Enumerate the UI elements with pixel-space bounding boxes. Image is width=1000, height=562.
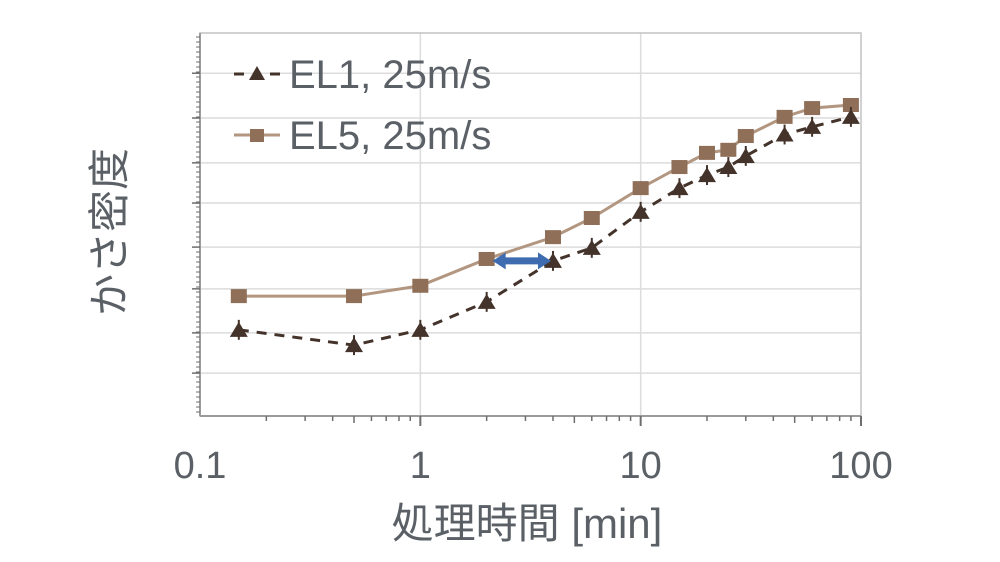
- time-shift-arrow-annotation: [492, 252, 551, 270]
- el1-dashed-triangle-marker-icon: [234, 61, 280, 90]
- el5-solid-square-marker-icon: [234, 122, 280, 151]
- el1-series: [229, 106, 860, 356]
- x-tick-label: 10: [619, 445, 662, 487]
- x-tick-label: 0.1: [173, 445, 227, 487]
- x-tick-label: 1: [409, 445, 431, 487]
- gridlines: [200, 33, 861, 416]
- y-axis-ticks: [192, 36, 200, 413]
- legend-label-el5: EL5, 25m/s: [289, 114, 492, 158]
- legend-item-el5: EL5, 25m/s: [234, 116, 491, 156]
- x-axis-title: 処理時間 [min]: [391, 500, 663, 547]
- legend-item-el1: EL1, 25m/s: [234, 55, 491, 95]
- x-tick-label: 100: [829, 445, 893, 487]
- legend-label-el1: EL1, 25m/s: [289, 53, 492, 97]
- x-axis-ticks: [265, 416, 862, 426]
- el5-series: [230, 98, 859, 304]
- y-axis-title: かさ密度: [86, 147, 133, 317]
